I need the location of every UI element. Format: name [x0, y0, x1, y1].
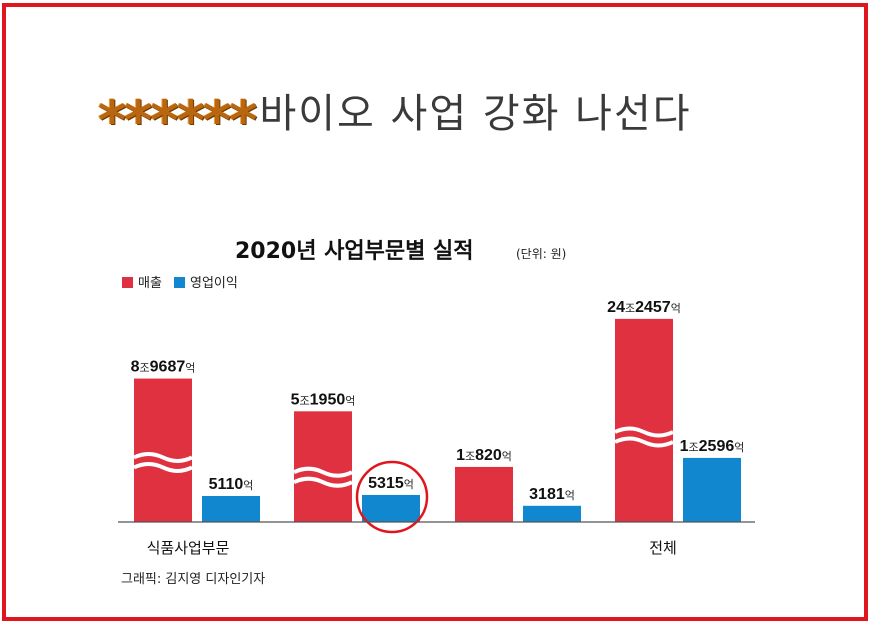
headline-stars: ****** — [98, 89, 257, 152]
headline: ****** 바이오 사업 강화 나선다 — [98, 84, 692, 148]
bar-sales-3 — [615, 318, 673, 522]
credit: 그래픽: 김지영 디자인기자 — [121, 572, 265, 587]
bar-profit-0 — [202, 496, 260, 522]
axis-break-mark-1 — [293, 476, 353, 488]
legend-swatch-profit — [174, 277, 185, 288]
legend-swatch-sales — [122, 277, 133, 288]
bar-profit-3 — [683, 457, 741, 522]
value-label-profit-0: 5110억 — [209, 476, 254, 493]
category-label-3: 전체 — [649, 539, 677, 557]
value-label-profit-2: 3181억 — [529, 486, 575, 503]
value-label-profit-3: 1조2596억 — [680, 438, 745, 455]
axis-break-mark-3 — [614, 426, 674, 438]
value-label-profit-1: 5315억 — [368, 475, 414, 492]
bar-profit-2 — [523, 505, 581, 522]
value-label-sales-0: 8조9687억 — [131, 359, 196, 376]
chart-title: 2020년 사업부문별 실적 — [235, 239, 473, 264]
bar-sales-2 — [455, 466, 513, 522]
category-label-0: 식품사업부문 — [147, 539, 230, 557]
legend-label-profit: 영업이익 — [190, 276, 238, 291]
axis-break-mark-0 — [133, 451, 193, 463]
value-label-sales-3: 24조2457억 — [607, 299, 681, 316]
headline-text: 바이오 사업 강화 나선다 — [259, 91, 692, 137]
value-label-sales-2: 1조820억 — [456, 447, 512, 464]
legend-label-sales: 매출 — [138, 276, 162, 291]
value-label-sales-1: 5조1950억 — [291, 391, 356, 408]
axis-break-mark-3 — [614, 436, 674, 448]
axis-break-mark-1 — [293, 466, 353, 478]
highlight-circle — [355, 460, 429, 534]
bars-group: 8조9687억 5조1950억 1조820억 24조2457억 5110억 5315억 31… — [131, 299, 745, 534]
bar-sales-0 — [134, 378, 192, 522]
bar-sales-1 — [294, 411, 352, 522]
axis-break-mark-0 — [133, 461, 193, 473]
chart-unit: (단위: 원) — [516, 247, 566, 261]
bar-profit-1 — [362, 494, 420, 522]
